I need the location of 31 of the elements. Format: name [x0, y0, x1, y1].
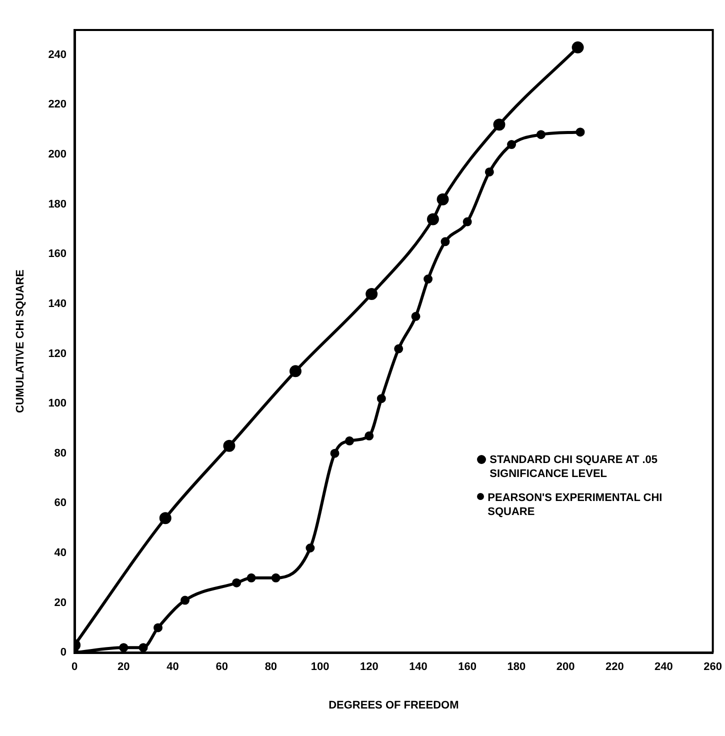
- x-tick-label: 140: [409, 661, 428, 674]
- x-axis-title: DEGREES OF FREEDOM: [328, 699, 459, 712]
- y-tick-label: 200: [48, 148, 67, 161]
- y-tick-label: 180: [48, 198, 67, 210]
- y-tick-label: 120: [48, 348, 67, 360]
- x-tick-label: 80: [264, 661, 278, 674]
- y-tick-label: 60: [54, 497, 67, 510]
- y-tick-label: 20: [54, 596, 67, 609]
- x-tick-label: 240: [654, 661, 673, 674]
- x-tick-label: 40: [166, 661, 179, 674]
- legend-label: PEARSON'S EXPERIMENTAL CHI SQUARE: [488, 491, 664, 520]
- x-tick-label: 100: [310, 661, 330, 674]
- x-tick-label: 260: [704, 661, 722, 674]
- y-tick-label: 220: [48, 98, 67, 111]
- y-tick-label: 100: [48, 398, 67, 410]
- y-tick-label: 160: [48, 248, 67, 260]
- x-tick-label: 60: [216, 661, 228, 674]
- y-tick-label: 40: [54, 547, 67, 560]
- x-tick-label: 220: [605, 661, 624, 674]
- x-tick-label: 180: [507, 661, 526, 674]
- x-tick-label: 0: [71, 661, 78, 674]
- x-tick-label: 120: [360, 661, 378, 674]
- y-tick-label: 0: [60, 646, 67, 659]
- y-axis-title: CUMULATIVE CHI SQUARE: [14, 270, 27, 414]
- x-tick-label: 200: [556, 661, 575, 674]
- x-tick-label: 20: [118, 661, 130, 674]
- legend-label: STANDARD CHI SQUARE AT .05 SIGNIFICANCE LEVEL: [490, 453, 659, 482]
- y-tick-label: 80: [54, 447, 67, 460]
- y-tick-label: 240: [48, 48, 67, 61]
- y-tick-label: 140: [48, 298, 67, 310]
- x-tick-label: 160: [458, 661, 477, 674]
